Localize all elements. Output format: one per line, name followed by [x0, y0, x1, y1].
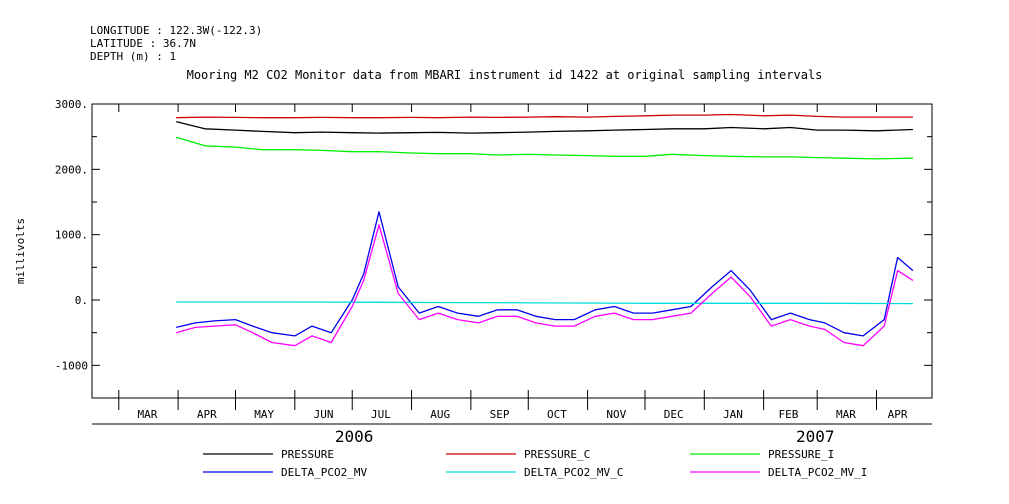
x-tick-label: OCT — [547, 408, 567, 421]
x-tick-label: MAR — [836, 408, 856, 421]
series-line — [176, 301, 913, 305]
y-tick-label: 0. — [75, 294, 88, 307]
x-year-label: 2006 — [335, 427, 374, 446]
chart-title: Mooring M2 CO2 Monitor data from MBARI i… — [186, 68, 823, 82]
series-line — [176, 120, 913, 134]
x-tick-label: NOV — [606, 408, 626, 421]
legend-label: DELTA_PCO2_MV_C — [524, 466, 623, 479]
x-tick-label: APR — [197, 408, 217, 421]
x-tick-label: JUL — [371, 408, 391, 421]
legend-label: DELTA_PCO2_MV_I — [768, 466, 867, 479]
legend-label: DELTA_PCO2_MV — [281, 466, 367, 479]
x-tick-label: MAR — [138, 408, 158, 421]
x-tick-label: FEB — [779, 408, 799, 421]
depth-label: DEPTH (m) : 1 — [90, 50, 177, 63]
plot-area — [176, 113, 914, 347]
latitude-label: LATITUDE : 36.7N — [90, 37, 196, 50]
y-tick-label: 2000. — [55, 163, 88, 176]
x-tick-label: JAN — [723, 408, 743, 421]
chart-legend: PRESSURE PRESSURE_C PRESSURE_I DELTA_PCO2_M… — [203, 448, 867, 479]
series-line — [176, 136, 913, 160]
longitude-label: LONGITUDE : 122.3W(-122.3) — [90, 24, 263, 37]
series-line — [176, 113, 913, 119]
legend-label: PRESSURE_I — [768, 448, 834, 461]
y-tick-label: 1000. — [55, 229, 88, 242]
x-tick-label: JUN — [314, 408, 334, 421]
x-tick-label: MAY — [254, 408, 274, 421]
x-tick-label: AUG — [430, 408, 450, 421]
x-year-label: 2007 — [796, 427, 835, 446]
y-tick-label: -1000 — [55, 359, 88, 372]
x-tick-label: APR — [888, 408, 908, 421]
series-line — [176, 211, 914, 337]
series-line — [176, 224, 914, 347]
y-axis-label: millivolts — [14, 218, 27, 284]
legend-label: PRESSURE — [281, 448, 334, 461]
legend-label: PRESSURE_C — [524, 448, 590, 461]
plot-frame — [91, 103, 933, 399]
x-tick-label: DEC — [664, 408, 684, 421]
x-tick-label: SEP — [490, 408, 510, 421]
y-tick-label: 3000. — [55, 98, 88, 111]
chart-axes: -1000 0. 1000. 2000. 3000. millivolts MAR APR MA… — [14, 98, 933, 446]
